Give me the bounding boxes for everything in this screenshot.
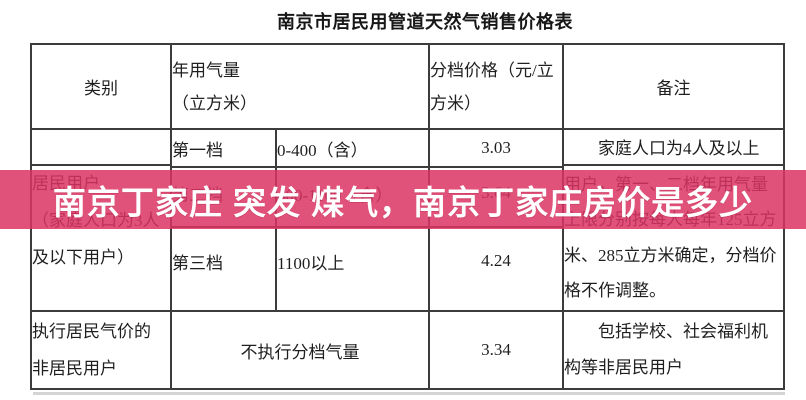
document-title: 南京市居民用管道天然气销售价格表: [277, 12, 573, 32]
tier1-row: 居民用户 （家庭人口为3人 及以下用户） 第一档 0-400（含） 3.03 家…: [30, 128, 785, 312]
header-annual-usage-line1: 年用气量: [172, 60, 240, 80]
non-residential-category-cell: 执行居民气价的 非居民用户: [30, 310, 172, 390]
non-residential-usage: 不执行分档气量: [170, 310, 430, 390]
header-tier-price-line2: 方米）: [430, 93, 481, 113]
non-residential-category-line1: 执行居民气价的: [32, 322, 151, 341]
tier1-range: 0-400（含）: [275, 128, 430, 168]
news-banner-overlay: 南京丁家庄 突发 煤气，南京丁家庄房价是多少: [0, 170, 806, 229]
header-category: 类别: [30, 43, 172, 130]
header-tier-price: 分档价格（元/立 方米）: [428, 43, 564, 130]
table-header-row: 类别 年用气量 （立方米） 分档价格（元/立 方米） 备注: [30, 43, 785, 130]
non-residential-remark-cell: 包括学校、社会福利机 构等非居民用户: [562, 310, 785, 390]
tier1-price: 3.03: [428, 128, 564, 168]
table-grid-line-left: [30, 164, 170, 166]
tier3-range: 1100以上: [275, 226, 430, 312]
tier3-name: 第三档: [170, 226, 277, 312]
banner-headline: 南京丁家庄 突发 煤气，南京丁家庄房价是多少: [52, 183, 754, 221]
tier3-row: 第三档 1100以上 4.24: [31, 226, 784, 312]
residential-remark-line1: 家庭人口为4人及以上: [598, 139, 760, 159]
header-annual-usage-line2: （立方米）: [172, 93, 257, 113]
tier1-name: 第一档: [170, 128, 277, 168]
residential-category-line3: 及以下用户）: [32, 247, 134, 267]
non-residential-price: 3.34: [428, 310, 564, 390]
residential-remark-line5: 格不作调整。: [564, 281, 666, 301]
header-tier-price-line1: 分档价格（元/立: [430, 60, 554, 80]
non-residential-row: 执行居民气价的 非居民用户 不执行分档气量 3.34 包括学校、社会福利机 构等…: [30, 310, 785, 390]
header-remark: 备注: [562, 43, 785, 130]
header-annual-usage: 年用气量 （立方米）: [170, 43, 430, 130]
non-residential-remark-line2: 构等非居民用户: [564, 358, 683, 377]
non-residential-category-line2: 非居民用户: [32, 359, 117, 378]
tier3-price: 4.24: [428, 226, 564, 312]
scan-shadow-line: [33, 392, 785, 395]
table-grid-line-right: [562, 164, 783, 166]
non-residential-remark-line1: 包括学校、社会福利机: [598, 322, 768, 341]
residential-remark-line4: 米、285立方米确定，分档价: [564, 245, 777, 265]
